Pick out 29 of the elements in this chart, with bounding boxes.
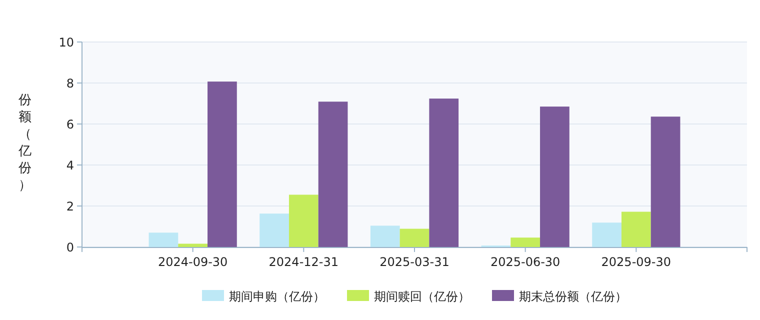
bar — [318, 102, 348, 247]
y-axis-title: 份额（亿份） — [18, 93, 32, 193]
legend-label: 期间申购（亿份） — [229, 290, 325, 304]
x-tick-label: 2025-06-30 — [490, 255, 560, 269]
y-tick-label: 6 — [66, 118, 74, 132]
bar — [148, 232, 178, 247]
y-tick-label: 4 — [66, 158, 74, 172]
bar — [208, 82, 237, 247]
bar — [178, 244, 208, 247]
bar — [400, 228, 430, 247]
x-tick-label: 2024-09-30 — [158, 255, 228, 269]
legend-label: 期末总份额（亿份） — [519, 290, 627, 304]
legend-label: 期间赎回（亿份） — [374, 290, 470, 304]
x-tick-label: 2024-12-31 — [268, 255, 339, 269]
bar — [370, 226, 400, 247]
y-tick-label: 0 — [66, 240, 74, 254]
bar — [540, 106, 570, 247]
x-tick-label: 2025-09-30 — [601, 255, 672, 269]
bar — [592, 222, 622, 247]
bar — [288, 194, 318, 247]
y-tick-label: 10 — [58, 36, 74, 50]
bar — [510, 238, 540, 247]
bar — [260, 214, 289, 247]
bar — [429, 98, 459, 247]
y-tick-label: 2 — [66, 200, 74, 214]
y-tick-label: 8 — [66, 76, 74, 90]
bar — [621, 212, 651, 247]
bar — [650, 116, 680, 247]
x-tick-label: 2025-03-31 — [380, 255, 450, 269]
